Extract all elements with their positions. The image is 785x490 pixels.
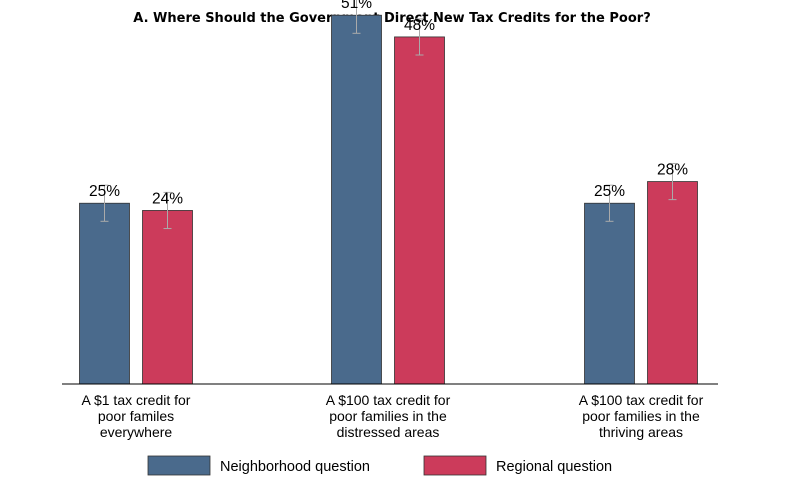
legend-label-1: Regional question xyxy=(496,459,612,475)
data-label: 24% xyxy=(152,190,183,207)
plot-area: 25% 51% 25% 24% 48% 28% xyxy=(79,0,698,385)
bar-neighborhood-2 xyxy=(584,202,635,385)
bar-regional-0 xyxy=(142,210,193,385)
data-label: 28% xyxy=(657,162,688,179)
category-label-1: A $100 tax credit for poor families in th… xyxy=(326,392,451,440)
legend-swatch-1 xyxy=(423,455,487,476)
legend: Neighborhood question Regional question xyxy=(147,455,612,476)
bar-regional-2 xyxy=(647,181,698,385)
category-labels: A $1 tax credit for poor familes everywher… xyxy=(82,392,704,440)
legend-swatch-0 xyxy=(147,455,211,476)
data-label: 25% xyxy=(89,183,120,200)
chart-title: A. Where Should the Government Direct Ne… xyxy=(133,11,650,26)
bar-regional-1 xyxy=(394,36,445,385)
legend-label-0: Neighborhood question xyxy=(220,459,370,475)
category-label-0: A $1 tax credit for poor familes everywher… xyxy=(82,392,191,440)
category-label-2: A $100 tax credit for poor families in th… xyxy=(579,392,704,440)
data-label: 48% xyxy=(404,17,435,34)
bar-neighborhood-1 xyxy=(331,14,382,385)
data-label: 25% xyxy=(594,183,625,200)
data-label: 51% xyxy=(341,0,372,12)
bar-neighborhood-0 xyxy=(79,202,130,385)
